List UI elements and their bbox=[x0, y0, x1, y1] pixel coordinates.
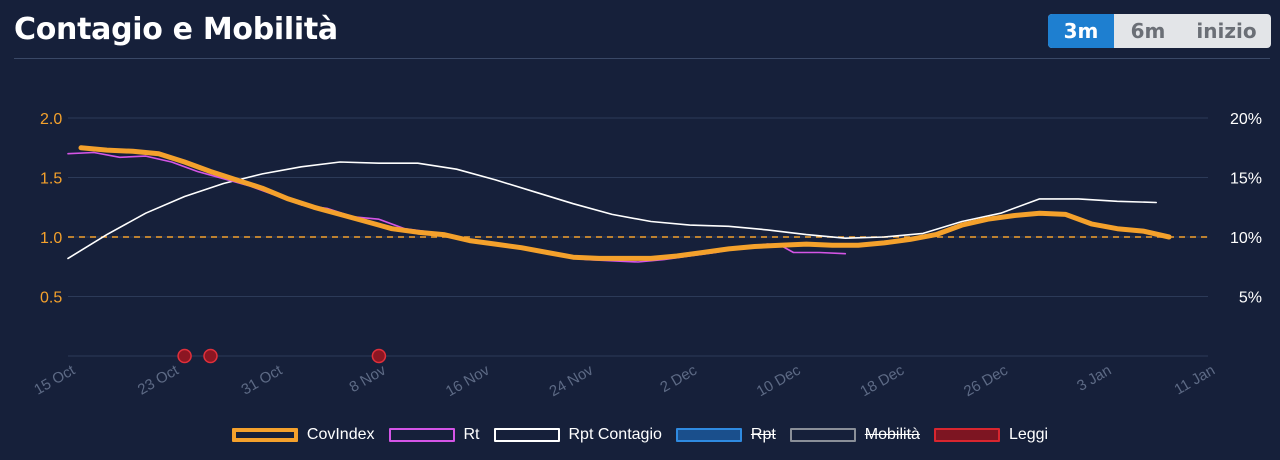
legend-swatch-mobilita bbox=[789, 428, 856, 442]
x-tick-label: 18 Dec bbox=[857, 361, 907, 400]
y-right-tick-label: 20% bbox=[1230, 111, 1262, 128]
legend-swatch-covindex bbox=[231, 428, 298, 442]
legend-item-leggi[interactable]: Leggi bbox=[933, 426, 1049, 444]
contagio-mobilita-chart: 0.5 1.0 1.5 2.0 5% 10% 15% 20% 15 Oct 23 Oct 31 Oc… bbox=[31, 111, 1262, 400]
y-left-tick-label: 2.0 bbox=[40, 111, 62, 128]
series-rpt-contagio-line bbox=[67, 161, 1157, 260]
x-tick-label: 31 Oct bbox=[239, 361, 286, 398]
legend-swatch-leggi bbox=[933, 428, 1000, 442]
x-tick-label: 26 Dec bbox=[961, 361, 1011, 400]
range-6m-button[interactable]: 6m bbox=[1130, 19, 1166, 43]
leggi-event-marker bbox=[371, 348, 387, 364]
legend-label-leggi: Leggi bbox=[1008, 426, 1049, 443]
legend-item-rpt[interactable]: Rpt bbox=[675, 426, 776, 444]
series-covindex-line bbox=[78, 145, 1172, 261]
legend-item-rpt-contagio[interactable]: Rpt Contagio bbox=[493, 426, 662, 444]
legend-label-rpt-contagio: Rpt Contagio bbox=[568, 426, 662, 443]
range-3m-button[interactable]: 3m bbox=[1048, 14, 1114, 48]
legend-item-mobilita[interactable]: Mobilità bbox=[789, 426, 920, 444]
x-tick-label: 15 Oct bbox=[31, 361, 78, 398]
legend-label-mobilita: Mobilità bbox=[864, 426, 920, 443]
x-tick-label: 23 Oct bbox=[135, 361, 182, 398]
y-left-tick-label: 0.5 bbox=[40, 290, 62, 307]
x-tick-label: 24 Nov bbox=[547, 361, 597, 400]
legend-label-covindex: CovIndex bbox=[306, 426, 375, 443]
chart-title: Contagio e Mobilità bbox=[14, 12, 338, 47]
legend-swatch-rt bbox=[388, 428, 455, 442]
y-left-tick-label: 1.0 bbox=[40, 230, 62, 247]
y-left-tick-label: 1.5 bbox=[40, 171, 62, 188]
x-tick-label: 2 Dec bbox=[657, 361, 700, 396]
legend-swatch-rpt bbox=[675, 428, 742, 442]
y-right-tick-label: 5% bbox=[1239, 290, 1262, 307]
range-inizio-button[interactable]: inizio bbox=[1196, 19, 1257, 43]
leggi-event-marker bbox=[203, 348, 218, 364]
x-tick-label: 16 Nov bbox=[443, 361, 493, 400]
x-tick-label: 11 Jan bbox=[1171, 362, 1218, 399]
x-tick-label: 3 Jan bbox=[1074, 362, 1114, 395]
y-right-tick-label: 10% bbox=[1230, 230, 1262, 247]
x-tick-label: 8 Nov bbox=[346, 361, 389, 396]
range-selector: 3m 6m inizio bbox=[1048, 14, 1271, 48]
header-divider bbox=[14, 58, 1270, 59]
legend-item-rt[interactable]: Rt bbox=[388, 426, 480, 444]
chart-legend: CovIndex Rt Rpt Contagio Rpt Mobilità Le… bbox=[0, 424, 1280, 446]
legend-label-rt: Rt bbox=[463, 426, 480, 443]
legend-item-covindex[interactable]: CovIndex bbox=[231, 426, 375, 444]
legend-label-rpt: Rpt bbox=[750, 426, 776, 443]
x-tick-label: 10 Dec bbox=[754, 361, 804, 400]
chart-header: Contagio e Mobilità 3m 6m inizio bbox=[0, 0, 1280, 60]
y-right-tick-label: 15% bbox=[1230, 171, 1262, 188]
legend-swatch-rpt-contagio bbox=[493, 428, 560, 442]
leggi-event-marker bbox=[177, 348, 192, 364]
